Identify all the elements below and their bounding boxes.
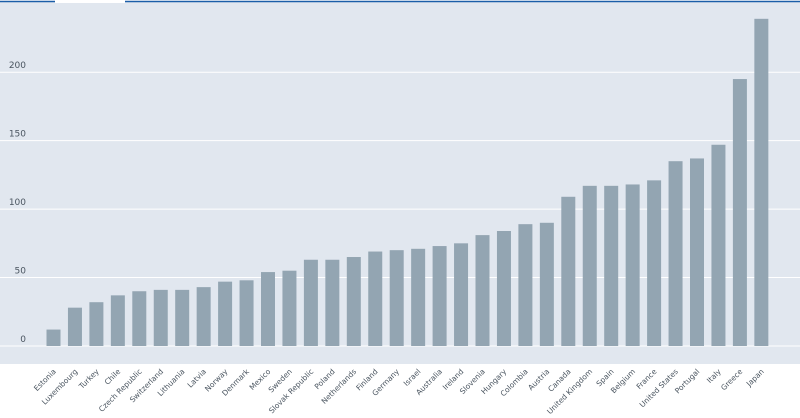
bar [282,270,297,346]
bar [239,280,254,346]
bar [454,243,469,346]
bar [754,18,769,347]
bar [604,185,619,346]
bar [110,295,125,346]
bar [368,251,383,346]
bar [132,291,147,346]
y-tick-label: 100 [9,198,26,208]
bar [518,224,533,346]
bar [711,144,726,346]
bar [46,329,61,346]
x-category-label: Japan [744,367,766,389]
bar [647,180,662,346]
bars [46,18,769,347]
bar [411,248,426,346]
y-axis-tick-labels: 0 50 100 150 200 [9,61,26,345]
bar [625,184,640,346]
bar [325,259,340,346]
x-category-label: Italy [705,367,723,385]
bar [196,287,211,346]
y-tick-label: 150 [9,130,26,140]
x-category-label: Turkey [76,367,101,392]
bar [561,196,576,346]
bar [261,272,275,346]
bar [303,259,318,346]
x-category-label: Greece [719,367,745,393]
bar [496,231,511,346]
bar [432,246,447,346]
bar [89,302,104,346]
top-tab-highlight [55,0,125,3]
bar [346,257,361,346]
bar [539,222,554,346]
y-tick-label: 0 [20,335,26,345]
bar [690,158,704,346]
bar [732,79,747,347]
y-tick-label: 200 [9,61,26,71]
bar [475,235,490,346]
bar [153,289,168,346]
bar [389,250,404,346]
bar [582,185,597,346]
bar [67,307,82,346]
bar [175,289,190,346]
y-tick-label: 50 [15,267,27,277]
bar [668,161,683,346]
bar [218,281,233,346]
